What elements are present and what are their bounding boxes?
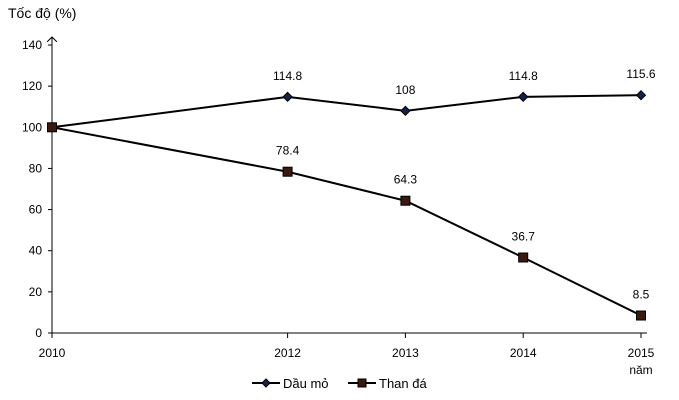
series-2-point	[400, 195, 411, 206]
series-group	[46, 89, 647, 321]
legend-series-1-marker	[261, 378, 271, 388]
x-tick-label: 2015	[628, 346, 655, 360]
series-1-point	[635, 89, 647, 101]
legend-series-1-label: Dầu mỏ	[283, 376, 329, 391]
series-2-point	[518, 252, 529, 263]
axes	[52, 37, 647, 334]
y-axis-label: Tốc độ (%)	[8, 5, 76, 21]
y-tick-label: 0	[35, 326, 42, 340]
legend: Dầu mỏ Than đá	[252, 376, 427, 391]
y-tick-label: 20	[29, 285, 43, 299]
series-1-data-label: 114.8	[273, 69, 302, 83]
series-2-point	[282, 166, 293, 177]
series-2-data-label: 36.7	[512, 230, 536, 244]
series-2-data-label: 8.5	[633, 288, 650, 302]
series-2-data-label: 64.3	[394, 173, 418, 187]
series-1-line	[51, 94, 642, 129]
x-tick-label: 2013	[392, 346, 419, 360]
series-1-data-label: 114.8	[509, 69, 538, 83]
series-2-line	[51, 126, 642, 317]
y-tick-label: 100	[22, 120, 42, 134]
legend-series-2-marker	[357, 378, 367, 388]
series-1-data-label: 115.6	[626, 67, 655, 81]
legend-series-2-label: Than đá	[379, 376, 427, 391]
series-1-point	[517, 91, 529, 103]
series-2-data-label: 78.4	[276, 144, 300, 158]
series-1-data-label: 108	[395, 83, 415, 97]
series-1-point	[282, 91, 293, 103]
y-tick-label: 80	[29, 161, 43, 175]
y-axis-ticks: 0 20 40 60 80 100 120 140	[22, 38, 52, 340]
y-tick-label: 60	[29, 203, 43, 217]
series-2-point	[47, 122, 57, 133]
x-tick-label: 2014	[510, 346, 537, 360]
x-axis-label: năm	[629, 363, 652, 377]
x-tick-label: 2010	[39, 346, 66, 360]
x-axis-ticks: 2010 2012 2013 2014 2015	[39, 333, 655, 360]
data-labels: 114.8 108 114.8 115.6 78.4 64.3 36.7 8.5	[273, 67, 656, 301]
series-1-point	[400, 105, 411, 117]
y-tick-label: 140	[22, 38, 42, 52]
y-tick-label: 120	[22, 79, 42, 93]
x-tick-label: 2012	[274, 346, 301, 360]
y-tick-label: 40	[29, 244, 43, 258]
series-2-point	[636, 310, 646, 321]
